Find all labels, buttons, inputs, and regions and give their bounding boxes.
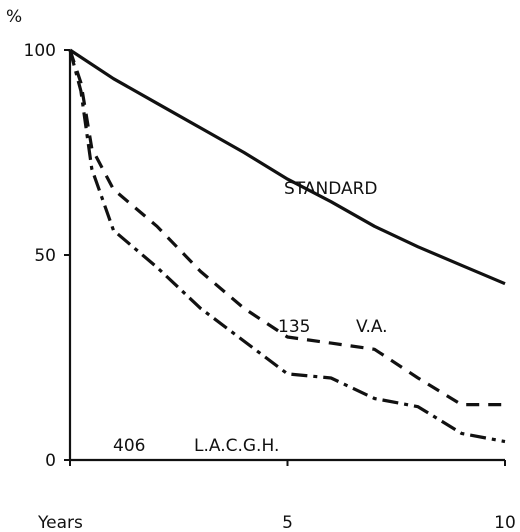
y-tick-label: 50	[34, 246, 56, 266]
series-label-standard: STANDARD	[284, 179, 378, 199]
series-curves	[68, 48, 506, 444]
axis-ticks: 0 50 100 5 10	[24, 41, 516, 532]
x-axis-label: Years	[37, 513, 83, 532]
series-line-1	[69, 48, 506, 286]
x-tick-label: 5	[282, 513, 293, 532]
y-tick-label: 0	[45, 451, 56, 471]
series-line-3	[68, 49, 506, 444]
series-count-lacgh: 406	[113, 436, 145, 456]
series-label-lacgh: L.A.C.G.H.	[194, 436, 279, 456]
x-tick-label: 10	[494, 513, 516, 532]
y-tick-label: 100	[24, 41, 56, 61]
series-label-va: V.A.	[356, 317, 388, 337]
series-count-va: 135	[278, 317, 310, 337]
series-line-2	[68, 49, 505, 407]
y-axis-label: %	[6, 7, 22, 27]
